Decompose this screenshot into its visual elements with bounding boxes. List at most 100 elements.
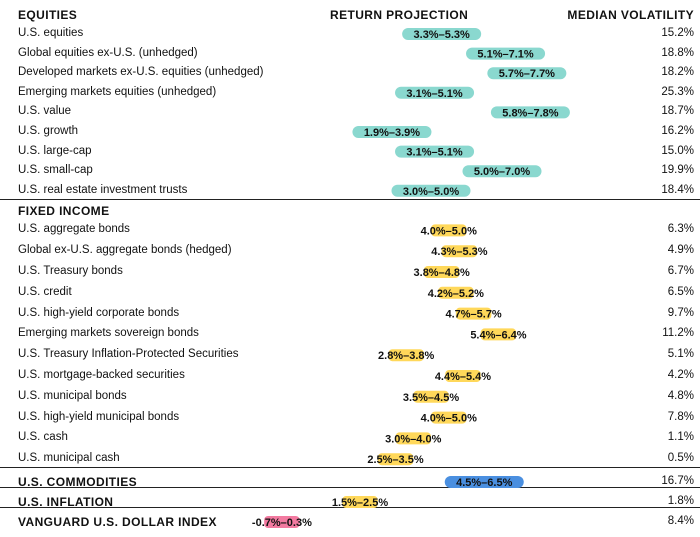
- range-label: 5.0%–7.0%: [474, 166, 530, 178]
- range-bar-fixed_income-2: 3.8%–4.8%: [414, 266, 470, 279]
- range-bar-equities-6: 3.1%–5.1%: [395, 145, 475, 159]
- section-title-fixed_income: FIXED INCOME: [18, 204, 110, 219]
- range-bar-equities-5: 1.9%–3.9%: [352, 126, 432, 139]
- section-divider: [0, 487, 700, 488]
- range-bar-fill: [423, 266, 460, 278]
- range-label: 5.8%–7.8%: [502, 107, 558, 119]
- range-label: 2.8%–3.8%: [378, 350, 434, 362]
- asset-class-label: U.S. municipal bonds: [18, 389, 127, 402]
- median-volatility-value: 16.7%: [661, 475, 694, 487]
- median-volatility-value: 6.3%: [667, 223, 694, 236]
- asset-class-label: U.S. value: [18, 105, 72, 118]
- median-volatility-value: 1.8%: [667, 495, 694, 507]
- asset-class-label: U.S. credit: [18, 285, 72, 298]
- range-label: 4.0%–5.0%: [421, 225, 477, 237]
- equities-header: EQUITIES: [18, 8, 78, 22]
- asset-class-label: U.S. equities: [18, 27, 84, 39]
- range-bar-fill: [438, 286, 474, 299]
- range-bar-fixed_income-9: 4.0%–5.0%: [421, 411, 477, 425]
- median-volatility-value: 18.2%: [661, 66, 694, 79]
- range-bar-equities-0: 3.3%–5.3%: [402, 28, 482, 41]
- median-volatility-value: 18.7%: [661, 105, 694, 118]
- range-bar-fixed_income-11: 2.5%–3.5%: [367, 453, 424, 466]
- range-bar-equities-4: 5.8%–7.8%: [490, 106, 570, 119]
- range-bar-fill: [377, 453, 414, 466]
- range-bar-fill: [388, 349, 424, 362]
- median-volatility-value: 4.8%: [667, 389, 694, 402]
- range-bar-dollar-0: -0.7%–0.3%: [252, 516, 312, 529]
- range-bar-fill: [413, 390, 449, 403]
- asset-class-label: U.S. aggregate bonds: [18, 223, 130, 236]
- range-bar-inflation-0: 1.5%–2.5%: [332, 496, 388, 509]
- range-label: 3.8%–4.8%: [414, 267, 470, 279]
- range-bar-fill: [445, 370, 481, 382]
- range-label: 4.4%–5.4%: [435, 371, 491, 383]
- asset-class-label: U.S. high-yield municipal bonds: [18, 410, 180, 423]
- asset-class-label: U.S. large-cap: [18, 144, 92, 157]
- range-bar-fill: [402, 28, 482, 40]
- range-label: 1.9%–3.9%: [364, 127, 420, 139]
- section-title-inflation: U.S. INFLATION: [18, 495, 114, 509]
- range-label: 3.0%–4.0%: [385, 433, 441, 445]
- range-label: 3.5%–4.5%: [403, 392, 459, 404]
- range-bar-fill: [352, 126, 432, 138]
- range-bar-fill: [391, 184, 471, 197]
- section-divider: [0, 199, 700, 201]
- median-volatility-value: 16.2%: [661, 125, 694, 137]
- median-volatility-header: MEDIAN VOLATILITY: [567, 8, 694, 22]
- range-bar-fill: [395, 432, 431, 445]
- median-volatility-value: 15.2%: [661, 27, 694, 39]
- range-bar-fixed_income-6: 2.8%–3.8%: [378, 349, 434, 362]
- range-bar-equities-3: 3.1%–5.1%: [395, 86, 475, 100]
- range-bar-commodities-0: 4.5%–6.5%: [444, 476, 524, 489]
- median-volatility-value: 6.5%: [667, 285, 694, 298]
- range-label: 3.0%–5.0%: [403, 186, 459, 198]
- range-bar-fixed_income-10: 3.0%–4.0%: [385, 432, 442, 445]
- range-label: 3.1%–5.1%: [406, 88, 462, 100]
- median-volatility-value: 11.2%: [662, 327, 694, 340]
- asset-class-label: U.S. mortgage-backed securities: [18, 369, 185, 381]
- range-bar-fill: [342, 496, 378, 508]
- median-volatility-value: 9.7%: [667, 306, 694, 319]
- range-bar-fixed_income-3: 4.2%–5.2%: [428, 286, 484, 300]
- range-bar-fixed_income-7: 4.4%–5.4%: [435, 370, 491, 383]
- asset-class-label: Global ex-U.S. aggregate bonds (hedged): [18, 244, 232, 257]
- asset-class-label: U.S. small-cap: [18, 164, 93, 177]
- range-label: 4.3%–5.3%: [431, 246, 487, 258]
- range-label: 3.1%–5.1%: [406, 147, 462, 159]
- range-label: 5.1%–7.1%: [477, 49, 533, 61]
- median-volatility-value: 6.7%: [667, 265, 694, 277]
- median-volatility-value: 5.1%: [667, 348, 694, 361]
- asset-class-label: U.S. municipal cash: [18, 452, 120, 465]
- median-volatility-value: 25.3%: [661, 85, 694, 98]
- range-bar-fill: [462, 165, 542, 178]
- range-bar-fill: [431, 224, 467, 237]
- range-label: 2.5%–3.5%: [367, 454, 423, 466]
- median-volatility-value: 7.8%: [667, 410, 694, 423]
- range-bar-equities-1: 5.1%–7.1%: [466, 47, 546, 61]
- asset-class-label: Developed markets ex-U.S. equities (unhe…: [18, 66, 264, 79]
- asset-class-label: U.S. Treasury bonds: [18, 265, 123, 277]
- median-volatility-value: 8.4%: [667, 515, 694, 527]
- range-bar-fill: [490, 106, 570, 119]
- range-label: 4.5%–6.5%: [456, 477, 512, 489]
- section-divider: [0, 467, 700, 468]
- range-bar-fixed_income-0: 4.0%–5.0%: [421, 224, 477, 237]
- median-volatility-value: 0.5%: [667, 452, 694, 465]
- section-title-commodities: U.S. COMMODITIES: [18, 475, 138, 489]
- median-volatility-value: 19.9%: [661, 164, 694, 177]
- asset-class-label: U.S. high-yield corporate bonds: [18, 306, 180, 319]
- range-bar-fixed_income-4: 4.7%–5.7%: [445, 307, 502, 321]
- range-bar-fill: [480, 328, 517, 341]
- asset-class-label: U.S. Treasury Inflation-Protected Securi…: [18, 348, 239, 361]
- asset-class-label: Emerging markets sovereign bonds: [18, 327, 199, 340]
- range-bar-fill: [487, 67, 567, 80]
- median-volatility-value: 15.0%: [661, 144, 694, 157]
- median-volatility-value: 18.4%: [661, 183, 694, 196]
- range-bar-fill: [455, 307, 492, 320]
- range-label: 4.0%–5.0%: [421, 413, 477, 425]
- asset-class-label: U.S. growth: [18, 125, 79, 137]
- range-bar-fill: [431, 411, 467, 424]
- range-bar-fill: [395, 145, 475, 158]
